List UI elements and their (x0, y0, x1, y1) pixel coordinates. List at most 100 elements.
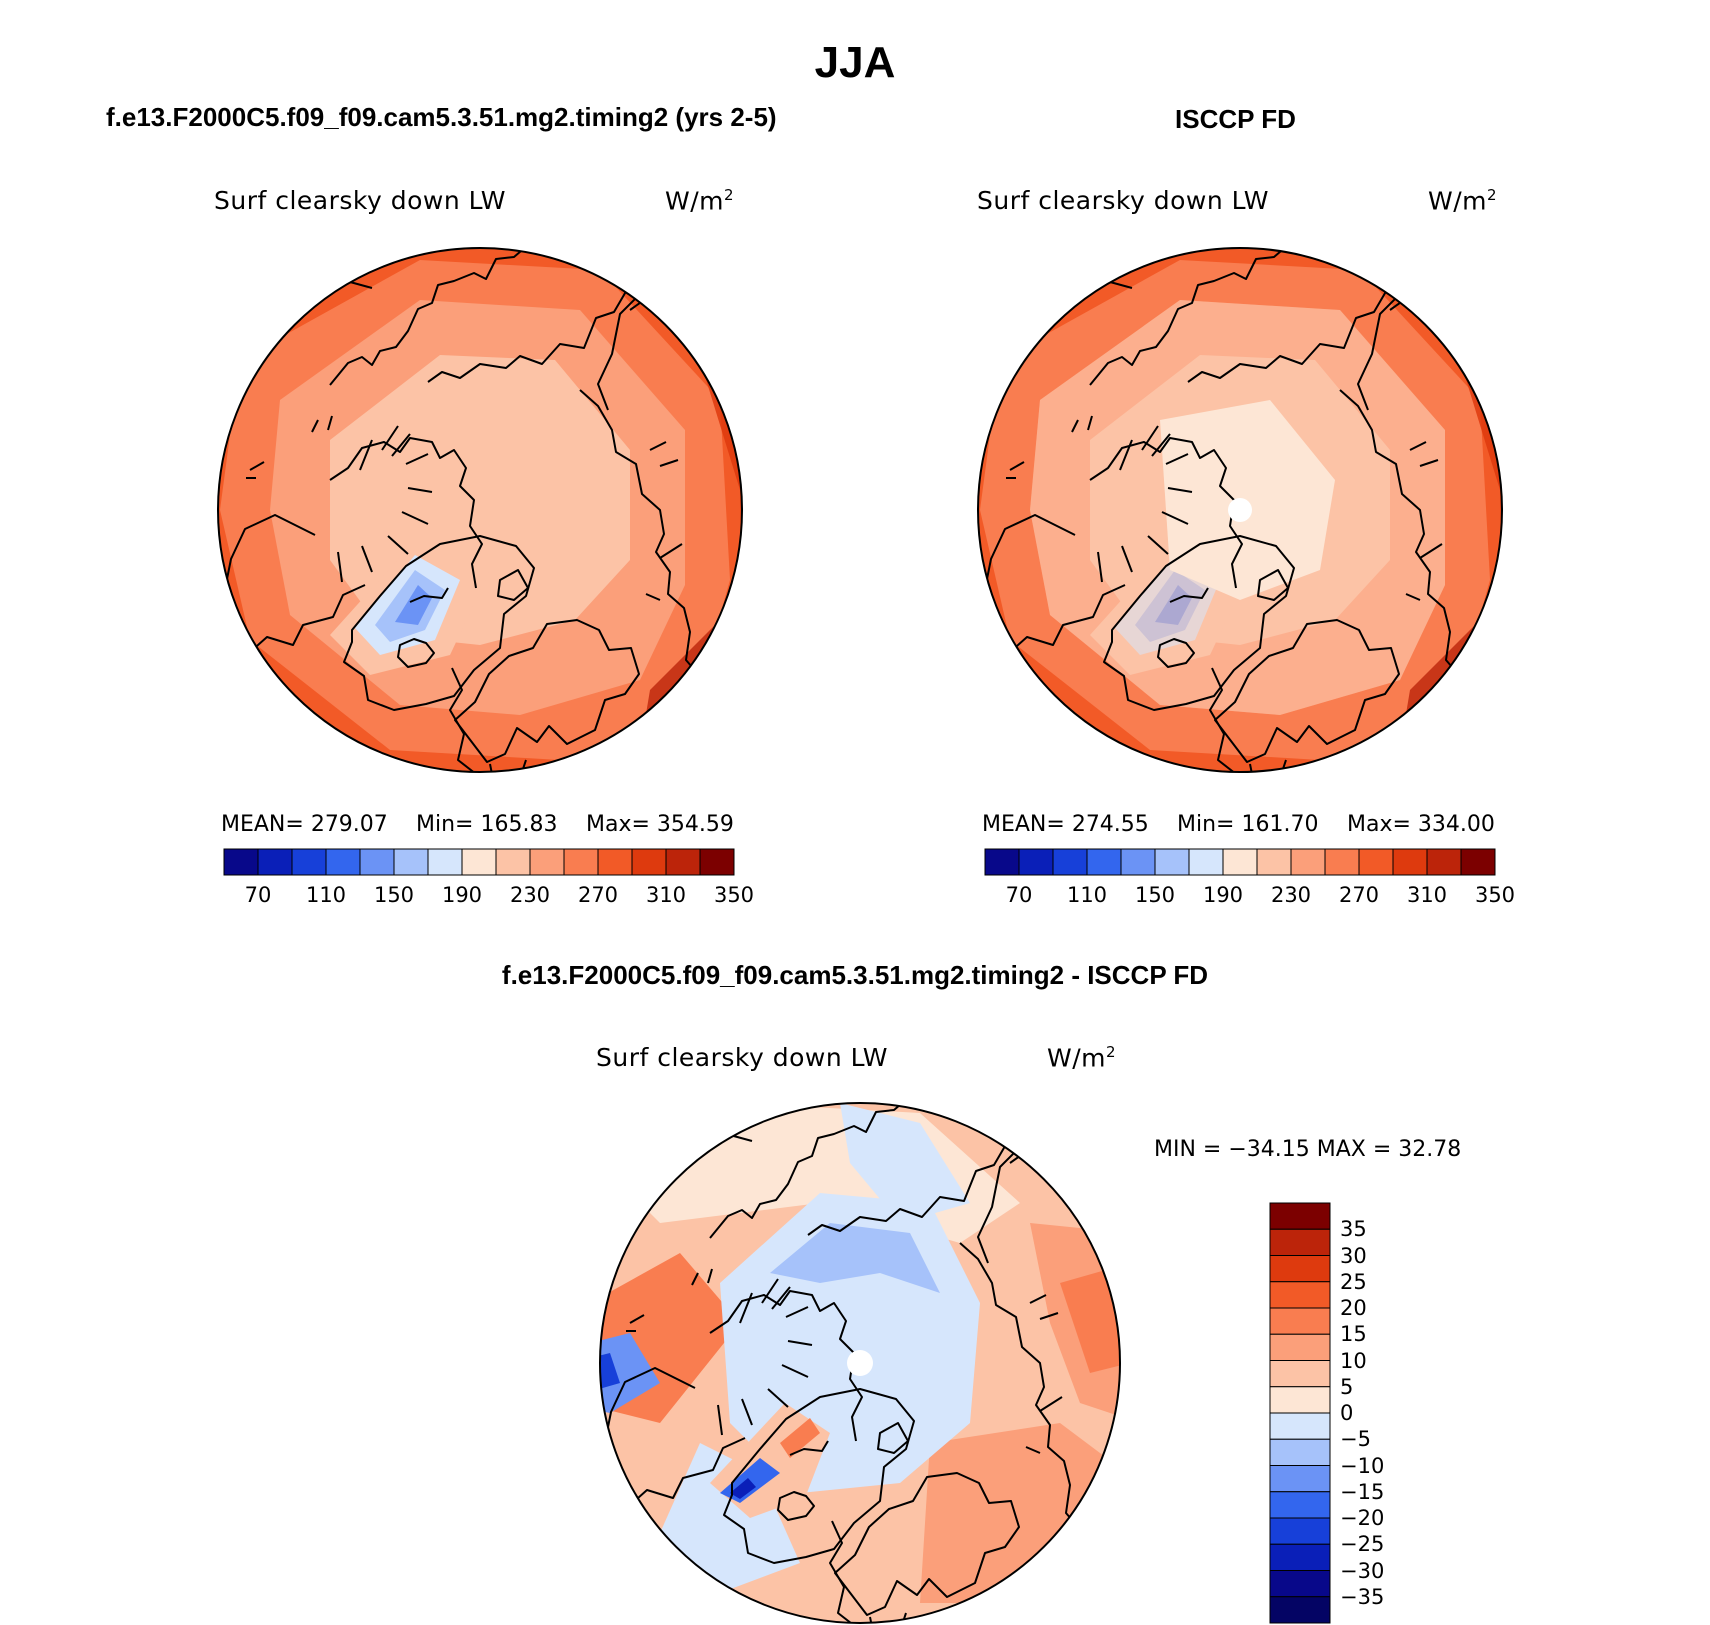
right-polar-map (977, 247, 1503, 773)
right-colorbar-tick-label: 310 (1406, 883, 1448, 907)
left-colorbar-box (325, 848, 361, 876)
right-colorbar-box (1460, 848, 1496, 876)
left-colorbar-box (461, 848, 497, 876)
diff-colorbar-tick-label: 35 (1340, 1217, 1367, 1242)
diff-colorbar-tick-label: −5 (1340, 1427, 1371, 1452)
diff-colorbar-tick-label: −25 (1340, 1532, 1385, 1557)
diff-variable-label: Surf clearsky down LW (596, 1043, 889, 1072)
diff-colorbar-box (1269, 1465, 1331, 1493)
diff-colorbar-tick-label: −10 (1340, 1453, 1385, 1478)
left-variable-label: Surf clearsky down LW (214, 186, 507, 215)
right-pole-hole (1228, 498, 1252, 522)
left-colorbar-box (699, 848, 735, 876)
right-case-title: ISCCP FD (1175, 104, 1296, 134)
diff-colorbar-box (1269, 1543, 1331, 1571)
left-colorbar-box (597, 848, 633, 876)
diff-colorbar-box (1269, 1517, 1331, 1545)
left-max: Max= 354.59 (586, 812, 734, 837)
diff-colorbar-box (1269, 1202, 1331, 1230)
left-colorbar (223, 848, 735, 876)
diff-colorbar-tick-label: −35 (1340, 1584, 1385, 1609)
left-colorbar-box (257, 848, 293, 876)
left-polar-map (217, 247, 743, 773)
diff-colorbar-box (1269, 1438, 1331, 1466)
right-colorbar-box (1222, 848, 1258, 876)
diff-colorbar-tick-label: 20 (1340, 1296, 1367, 1320)
diff-colorbar (1269, 1202, 1331, 1624)
right-colorbar-tick-label: 70 (1005, 883, 1033, 907)
right-colorbar-box (1392, 848, 1428, 876)
right-colorbar-box (1358, 848, 1394, 876)
left-colorbar-box (291, 848, 327, 876)
diff-colorbar-box (1269, 1360, 1331, 1388)
diff-case-title: f.e13.F2000C5.f09_f09.cam5.3.51.mg2.timi… (501, 960, 1209, 990)
diff-colorbar-box (1269, 1255, 1331, 1283)
right-colorbar-tick-label: 190 (1202, 883, 1244, 907)
left-mean: MEAN= 279.07 (221, 812, 388, 837)
right-colorbar-box (1188, 848, 1224, 876)
diff-colorbar-tick-label: 5 (1340, 1374, 1354, 1399)
left-colorbar-box (563, 848, 599, 876)
diff-colorbar-box (1269, 1412, 1331, 1440)
diff-colorbar-box (1269, 1228, 1331, 1256)
right-colorbar-box (1256, 848, 1292, 876)
left-colorbar-tick-label: 110 (305, 883, 347, 907)
diff-colorbar-box (1269, 1281, 1331, 1309)
right-colorbar-box (1324, 848, 1360, 876)
right-colorbar-tick-label: 230 (1270, 883, 1312, 907)
left-colorbar-tick-label: 270 (577, 883, 619, 907)
diff-colorbar-box (1269, 1333, 1331, 1361)
right-colorbar-box (1426, 848, 1462, 876)
left-colorbar-box (529, 848, 565, 876)
diff-colorbar-box (1269, 1491, 1331, 1519)
left-colorbar-box (665, 848, 701, 876)
left-min: Min= 165.83 (416, 812, 558, 837)
right-mean: MEAN= 274.55 (982, 812, 1149, 837)
diff-units: W/m2 (1047, 1043, 1117, 1073)
right-colorbar-box (1154, 848, 1190, 876)
left-colorbar-tick-label: 310 (645, 883, 687, 907)
right-variable-label: Surf clearsky down LW (977, 186, 1270, 215)
diff-colorbar-tick-label: 0 (1340, 1401, 1354, 1425)
left-colorbar-box (427, 848, 463, 876)
left-colorbar-box (631, 848, 667, 876)
right-colorbar-tick-label: 270 (1338, 883, 1380, 907)
right-colorbar-tick-label: 150 (1134, 883, 1176, 907)
diff-colorbar-tick-label: 30 (1340, 1243, 1367, 1268)
right-colorbar-box (1120, 848, 1156, 876)
diff-colorbar-box (1269, 1596, 1331, 1624)
right-colorbar-box (1086, 848, 1122, 876)
left-colorbar-tick-label: 70 (244, 883, 272, 907)
diff-polar-map (599, 1102, 1121, 1624)
left-colorbar-tick-label: 150 (373, 883, 415, 907)
left-colorbar-box (223, 848, 259, 876)
left-colorbar-box (393, 848, 429, 876)
right-units: W/m2 (1428, 186, 1498, 216)
diff-colorbar-box (1269, 1570, 1331, 1598)
diff-colorbar-tick-label: −15 (1340, 1479, 1385, 1504)
diff-colorbar-box (1269, 1386, 1331, 1414)
left-colorbar-box (359, 848, 395, 876)
right-max: Max= 334.00 (1347, 812, 1495, 837)
figure-title: JJA (814, 38, 896, 87)
diff-colorbar-box (1269, 1307, 1331, 1335)
left-case-title: f.e13.F2000C5.f09_f09.cam5.3.51.mg2.timi… (106, 102, 777, 132)
right-colorbar-box (1018, 848, 1054, 876)
diff-minmax: MIN = −34.15 MAX = 32.78 (1154, 1137, 1462, 1162)
diff-colorbar-tick-label: 15 (1340, 1322, 1367, 1347)
right-colorbar (984, 848, 1496, 876)
diff-colorbar-tick-label: 10 (1340, 1348, 1367, 1373)
right-colorbar-tick-label: 350 (1474, 883, 1516, 907)
left-units: W/m2 (665, 186, 735, 216)
right-colorbar-tick-label: 110 (1066, 883, 1108, 907)
right-colorbar-box (1290, 848, 1326, 876)
diff-colorbar-tick-label: 25 (1340, 1269, 1367, 1294)
right-colorbar-box (1052, 848, 1088, 876)
diff-pole-hole (847, 1350, 873, 1376)
right-colorbar-box (984, 848, 1020, 876)
left-colorbar-tick-label: 230 (509, 883, 551, 907)
diff-colorbar-tick-label: −30 (1340, 1558, 1385, 1583)
right-min: Min= 161.70 (1177, 812, 1319, 837)
left-colorbar-tick-label: 350 (713, 883, 755, 907)
